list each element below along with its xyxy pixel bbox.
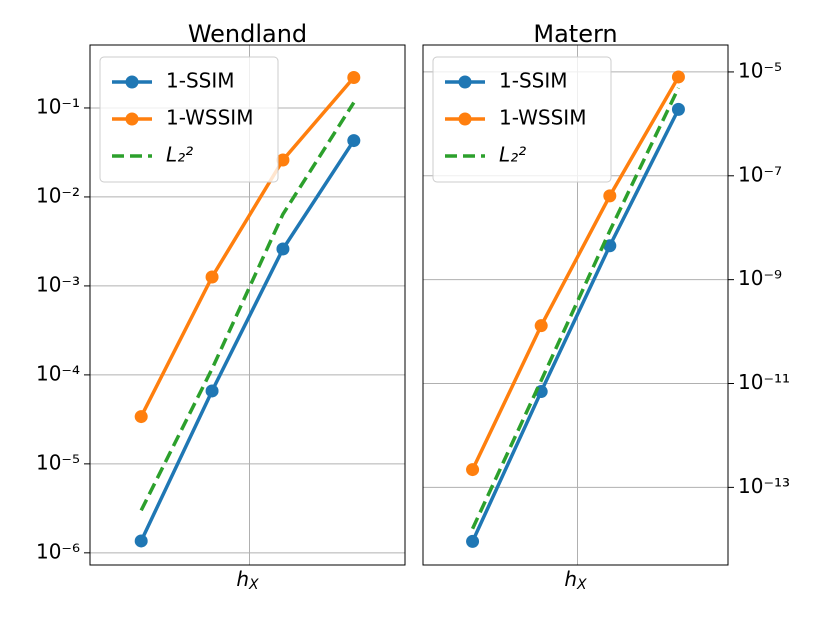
- legend-marker: [125, 112, 139, 126]
- y-tick-label: 10⁻²: [36, 183, 80, 207]
- chart-title: Matern: [533, 20, 617, 48]
- y-tick-label: 10⁻¹¹: [738, 370, 790, 394]
- series-line: [139, 139, 356, 542]
- legend-marker: [458, 112, 472, 126]
- axes-frame: [422, 44, 729, 566]
- point: [347, 70, 361, 84]
- y-tick-label: 10⁻⁹: [738, 266, 782, 290]
- point: [466, 534, 480, 548]
- y-tick-label: 10⁻⁶: [36, 539, 80, 563]
- chart-title: Wendland: [188, 20, 307, 48]
- series-line: [139, 101, 356, 512]
- point: [276, 242, 290, 256]
- y-tick-label: 10⁻¹³: [738, 474, 790, 498]
- point: [134, 410, 148, 424]
- point: [276, 153, 290, 167]
- y-tick-label: 10⁻⁵: [36, 450, 80, 474]
- y-tick-label: 10⁻⁴: [36, 361, 80, 385]
- legend-label: L₂²: [499, 143, 526, 167]
- series-line: [139, 76, 356, 418]
- point: [671, 70, 685, 84]
- x-label-base: h: [236, 567, 249, 591]
- point: [205, 384, 219, 398]
- x-axis-label: hX: [564, 567, 587, 594]
- legend-box: [99, 56, 279, 183]
- point: [466, 463, 480, 477]
- legend-marker: [125, 75, 139, 89]
- point: [347, 134, 361, 148]
- point: [205, 270, 219, 284]
- y-tick-label: 10⁻³: [36, 272, 80, 296]
- legend-label: L₂²: [166, 143, 193, 167]
- x-label-subscript: X: [576, 577, 587, 593]
- series-line: [470, 108, 681, 543]
- legend-label: 1-WSSIM: [499, 106, 586, 130]
- x-axis-label: hX: [236, 567, 259, 594]
- axes-frame: [89, 44, 406, 566]
- point: [671, 102, 685, 116]
- y-tick-label: 10⁻¹: [36, 94, 80, 118]
- legend-box: [432, 56, 612, 183]
- point: [134, 534, 148, 548]
- point: [534, 319, 548, 333]
- x-label-subscript: X: [248, 577, 259, 593]
- legend-marker: [458, 75, 472, 89]
- series-line: [470, 87, 681, 530]
- y-tick-label: 10⁻⁷: [738, 162, 782, 186]
- point: [603, 189, 617, 203]
- legend-label: 1-WSSIM: [166, 106, 253, 130]
- legend-label: 1-SSIM: [499, 69, 568, 93]
- legend-label: 1-SSIM: [166, 69, 235, 93]
- y-tick-label: 10⁻⁵: [738, 58, 782, 82]
- x-label-base: h: [564, 567, 577, 591]
- series-line: [470, 76, 680, 471]
- point: [603, 239, 617, 253]
